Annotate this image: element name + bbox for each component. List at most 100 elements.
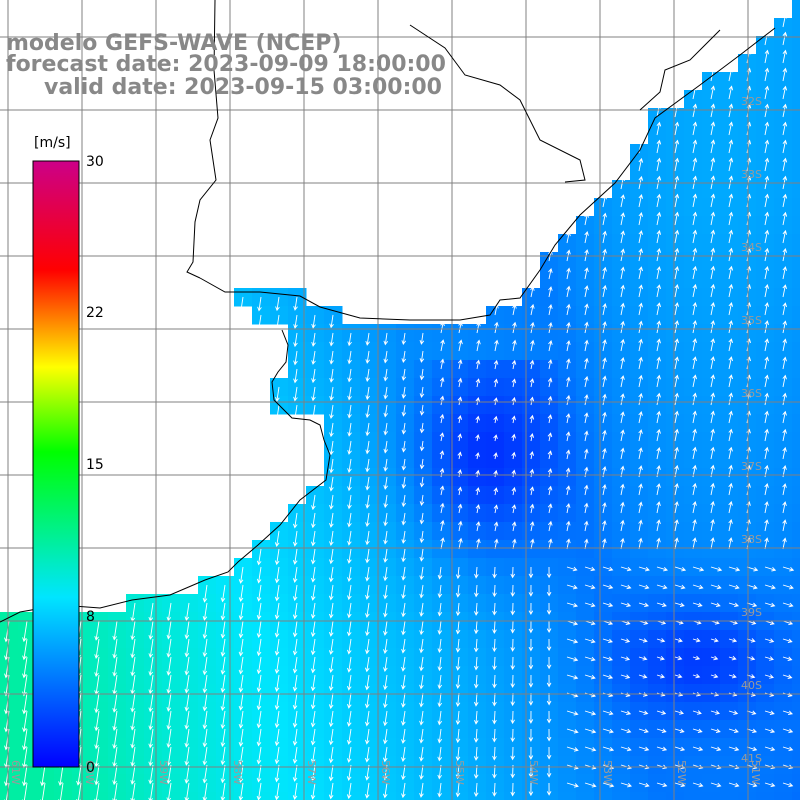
wind-arrow-548	[656, 537, 661, 550]
wind-arrow-283	[493, 378, 499, 388]
wind-arrow-1026	[94, 764, 100, 786]
wind-cell-70	[774, 180, 793, 199]
wind-arrow-849	[148, 692, 154, 713]
wind-arrow-405	[692, 446, 697, 460]
wind-arrow-604	[474, 584, 479, 598]
wind-arrow-762	[202, 656, 208, 676]
wind-cell-451	[522, 486, 541, 505]
wind-cell-168	[522, 306, 541, 325]
wind-cell-513	[576, 522, 595, 541]
wind-arrow-658	[764, 602, 776, 608]
wind-cell-1133	[396, 792, 415, 800]
wind-arrow-367	[493, 434, 498, 442]
wind-arrow-424	[547, 468, 553, 478]
wind-arrow-584	[728, 566, 741, 572]
wind-cell-297	[738, 378, 757, 397]
wind-arrow-251	[457, 359, 463, 370]
wind-arrow-196	[512, 321, 517, 334]
wind-cell-261	[630, 360, 649, 379]
wind-arrow-442	[365, 494, 370, 509]
wind-arrow-790	[710, 655, 719, 661]
wind-arrow-538	[476, 538, 481, 550]
wind-arrow-364	[439, 432, 445, 442]
wind-arrow-597	[347, 584, 352, 601]
wind-arrow-770	[346, 656, 352, 673]
wind-arrow-235	[692, 338, 698, 352]
wind-cell-59	[774, 162, 793, 181]
wind-arrow-797	[22, 674, 28, 697]
wind-cell-13	[756, 72, 775, 91]
wind-cell-199	[558, 324, 577, 343]
wind-arrow-164	[311, 314, 316, 329]
wind-arrow-360	[365, 440, 370, 455]
wind-arrow-279	[419, 386, 425, 399]
wind-cell-175	[648, 306, 667, 325]
wind-cell-1122	[198, 792, 217, 800]
wind-arrow-334	[383, 422, 389, 436]
wind-cell-409	[756, 450, 775, 469]
wind-arrow-101	[638, 230, 644, 244]
wind-arrow-921	[638, 710, 649, 715]
wind-arrow-103	[674, 229, 680, 244]
wind-arrow-410	[782, 446, 787, 460]
wind-arrow-162	[275, 314, 280, 330]
wind-arrow-307	[383, 404, 389, 418]
wind-cell-483	[576, 504, 595, 523]
wind-arrow-169	[548, 303, 553, 316]
wind-arrow-33	[674, 121, 680, 136]
wind-arrow-615	[674, 584, 686, 590]
wind-cell-476	[450, 504, 469, 523]
wind-cell-349	[648, 414, 667, 433]
wind-arrow-310	[439, 395, 445, 406]
wind-arrow-323	[674, 392, 679, 406]
wind-cell-289	[594, 378, 613, 397]
wind-cell-486	[630, 504, 649, 523]
wind-arrow-204	[656, 320, 662, 334]
wind-arrow-587	[782, 566, 795, 572]
wind-arrow-810	[256, 674, 262, 693]
wind-arrow-867	[473, 692, 479, 707]
wind-arrow-967	[656, 728, 667, 733]
wind-cell-132	[648, 270, 667, 289]
wind-cell-550	[684, 540, 703, 559]
wind-cell-1110	[792, 774, 800, 793]
wind-arrow-729	[419, 638, 424, 654]
wind-cell-40	[792, 126, 800, 145]
wind-cell-327	[738, 396, 757, 415]
wind-arrow-543	[566, 538, 571, 550]
wind-cell-240	[774, 342, 793, 361]
wind-cell-194	[468, 324, 487, 343]
wind-arrow-353	[728, 410, 733, 424]
wind-arrow-759	[148, 656, 154, 677]
wind-arrow-786	[638, 656, 648, 661]
wind-cell-20	[756, 90, 775, 109]
wind-cell-1141	[540, 792, 559, 800]
wind-arrow-413	[347, 476, 352, 492]
wind-arrow-562	[328, 566, 334, 583]
wind-arrow-603	[455, 584, 461, 598]
wind-cell-251	[450, 360, 469, 379]
wind-cell-437	[774, 468, 793, 487]
wind-arrow-457	[638, 483, 643, 496]
wind-arrow-494	[782, 501, 787, 514]
wind-arrow-414	[365, 476, 370, 491]
wind-cell-555	[774, 540, 793, 559]
wind-cell-230	[594, 342, 613, 361]
wind-arrow-642	[473, 602, 479, 616]
wind-arrow-970	[710, 728, 721, 733]
wind-cell-39	[774, 126, 793, 145]
wind-arrow-561	[310, 566, 316, 583]
wind-arrow-760	[166, 656, 172, 676]
wind-arrow-964	[602, 728, 614, 734]
wind-cell-99	[594, 234, 613, 253]
wind-arrow-982	[112, 746, 118, 768]
wind-arrow-626	[184, 602, 190, 622]
wind-arrow-957	[473, 728, 479, 743]
wind-cell-462	[720, 486, 739, 505]
wind-arrow-510	[529, 521, 535, 532]
wind-arrow-532	[365, 548, 370, 564]
wind-cell-38	[756, 126, 775, 145]
wind-cell-10	[702, 72, 721, 91]
wind-arrow-579	[638, 566, 650, 572]
wind-cell-322	[648, 396, 667, 415]
